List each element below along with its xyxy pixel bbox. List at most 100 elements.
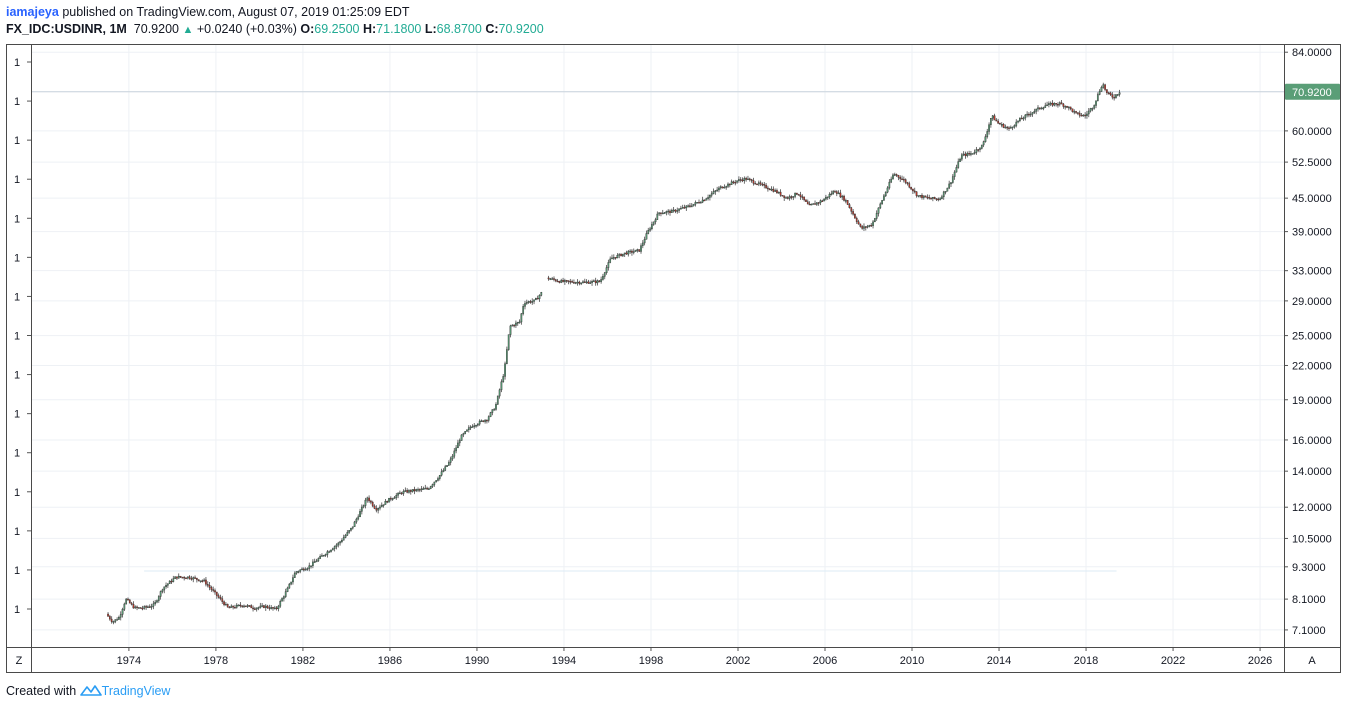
candle[interactable] bbox=[388, 497, 390, 503]
candle[interactable] bbox=[214, 588, 216, 595]
candle[interactable] bbox=[368, 495, 370, 503]
candle[interactable] bbox=[977, 148, 980, 153]
candle[interactable] bbox=[138, 607, 140, 609]
candle[interactable] bbox=[738, 176, 740, 183]
candle[interactable] bbox=[921, 193, 923, 200]
candle[interactable] bbox=[535, 297, 537, 301]
candle[interactable] bbox=[752, 177, 755, 186]
candle[interactable] bbox=[627, 249, 630, 257]
candle[interactable] bbox=[1035, 108, 1038, 115]
candle[interactable] bbox=[1006, 125, 1009, 131]
candle[interactable] bbox=[128, 598, 131, 604]
zoom-button[interactable]: Z bbox=[16, 655, 23, 667]
candle[interactable] bbox=[420, 485, 423, 492]
candle[interactable] bbox=[553, 276, 555, 282]
candle[interactable] bbox=[1042, 106, 1045, 111]
candle[interactable] bbox=[808, 201, 811, 206]
candle[interactable] bbox=[549, 277, 552, 281]
candle[interactable] bbox=[533, 299, 535, 305]
candle[interactable] bbox=[864, 226, 867, 231]
candle[interactable] bbox=[480, 419, 483, 423]
candle[interactable] bbox=[1020, 115, 1023, 120]
candle[interactable] bbox=[116, 617, 118, 621]
candle[interactable] bbox=[710, 191, 713, 198]
candle[interactable] bbox=[815, 202, 818, 206]
candle[interactable] bbox=[723, 184, 726, 189]
candle[interactable] bbox=[426, 486, 428, 490]
candle[interactable] bbox=[397, 492, 399, 499]
candle[interactable] bbox=[406, 488, 409, 494]
candle[interactable] bbox=[631, 249, 633, 256]
candle[interactable] bbox=[268, 604, 271, 611]
candle[interactable] bbox=[1075, 110, 1077, 115]
candle[interactable] bbox=[297, 570, 300, 574]
candle[interactable] bbox=[451, 453, 454, 461]
candle[interactable] bbox=[292, 574, 294, 585]
candle[interactable] bbox=[556, 278, 559, 283]
candle[interactable] bbox=[607, 259, 610, 271]
candle[interactable] bbox=[1044, 102, 1047, 108]
candle[interactable] bbox=[210, 585, 213, 592]
candle[interactable] bbox=[506, 346, 508, 365]
candle[interactable] bbox=[424, 484, 427, 490]
candle[interactable] bbox=[435, 480, 438, 483]
candle[interactable] bbox=[692, 203, 695, 207]
candle[interactable] bbox=[786, 196, 789, 200]
candle[interactable] bbox=[119, 611, 122, 621]
candle[interactable] bbox=[801, 194, 804, 200]
candle[interactable] bbox=[874, 217, 876, 223]
candle[interactable] bbox=[580, 282, 583, 286]
candle[interactable] bbox=[665, 210, 668, 216]
candle[interactable] bbox=[957, 158, 960, 169]
candle[interactable] bbox=[727, 182, 729, 189]
candle[interactable] bbox=[1087, 108, 1090, 118]
candle[interactable] bbox=[475, 424, 477, 428]
candle[interactable] bbox=[322, 554, 325, 557]
candle[interactable] bbox=[1078, 110, 1081, 118]
candle[interactable] bbox=[484, 419, 486, 424]
candle[interactable] bbox=[919, 195, 922, 198]
candle[interactable] bbox=[118, 615, 120, 621]
candle[interactable] bbox=[145, 604, 147, 610]
candle[interactable] bbox=[645, 230, 648, 240]
candle[interactable] bbox=[743, 176, 746, 184]
candle[interactable] bbox=[616, 253, 619, 259]
candle[interactable] bbox=[536, 295, 539, 300]
candle[interactable] bbox=[489, 411, 492, 418]
candle[interactable] bbox=[719, 185, 722, 190]
candle[interactable] bbox=[893, 172, 896, 177]
candle[interactable] bbox=[458, 438, 461, 447]
candle[interactable] bbox=[1116, 94, 1119, 97]
candle[interactable] bbox=[386, 500, 389, 504]
candle[interactable] bbox=[418, 488, 421, 493]
candle[interactable] bbox=[1000, 122, 1003, 128]
candle[interactable] bbox=[476, 423, 479, 427]
candle[interactable] bbox=[319, 554, 321, 560]
candle[interactable] bbox=[201, 579, 204, 583]
candle[interactable] bbox=[270, 605, 273, 610]
candle[interactable] bbox=[605, 264, 608, 275]
candle[interactable] bbox=[507, 334, 510, 351]
candle[interactable] bbox=[467, 425, 470, 433]
candle[interactable] bbox=[1062, 102, 1065, 109]
candle[interactable] bbox=[404, 487, 407, 492]
candle[interactable] bbox=[756, 183, 758, 186]
candle[interactable] bbox=[498, 388, 501, 399]
candle[interactable] bbox=[649, 226, 651, 233]
candle[interactable] bbox=[1058, 101, 1061, 107]
last-price-tag[interactable] bbox=[1285, 83, 1340, 100]
candle[interactable] bbox=[594, 277, 597, 286]
candle[interactable] bbox=[603, 271, 606, 280]
candle[interactable] bbox=[154, 600, 157, 606]
candle[interactable] bbox=[442, 468, 445, 473]
candle[interactable] bbox=[1115, 93, 1117, 99]
candle[interactable] bbox=[141, 605, 144, 611]
tradingview-brand[interactable]: TradingView bbox=[101, 684, 171, 698]
candle[interactable] bbox=[1067, 106, 1070, 111]
candle[interactable] bbox=[156, 599, 158, 604]
candle[interactable] bbox=[284, 588, 287, 599]
candle[interactable] bbox=[899, 175, 902, 183]
candle[interactable] bbox=[114, 619, 117, 624]
candle[interactable] bbox=[306, 567, 309, 571]
candle[interactable] bbox=[736, 180, 738, 184]
